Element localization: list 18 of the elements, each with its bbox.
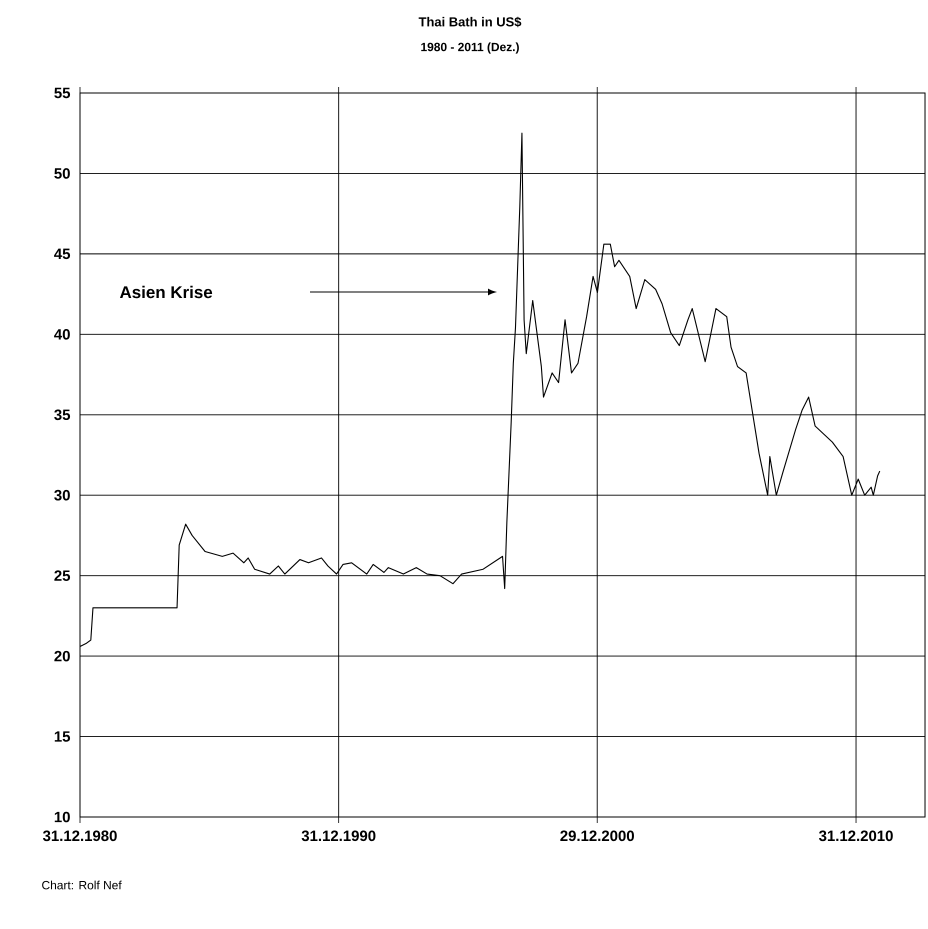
y-tick-label: 20 <box>54 650 70 662</box>
y-tick-label: 35 <box>54 409 70 420</box>
y-tick-label: 10 <box>54 812 70 822</box>
text: Chart: Rolf Nef <box>42 880 122 890</box>
x-tick-label: 31.12.2010 <box>818 830 893 842</box>
y-tick-label: 45 <box>54 248 70 260</box>
annotation: Asien Krise <box>120 286 212 298</box>
y-tick-label: 30 <box>54 490 70 501</box>
chart-subtitle: 1980 - 2011 (Dez.) <box>421 42 519 54</box>
y-tick-label: 15 <box>54 731 70 742</box>
y-tick-label: 55 <box>54 88 70 98</box>
chart-title: Thai Bath in US$ <box>418 16 522 28</box>
y-tick-label: 50 <box>54 168 70 179</box>
y-tick-label: 40 <box>54 329 70 340</box>
x-tick-label: 31.12.1980 <box>42 830 117 842</box>
x-tick-label: 31.12.1990 <box>302 830 376 842</box>
y-tick-label: 25 <box>54 570 70 581</box>
x-tick-label: 29.12.2000 <box>560 830 634 842</box>
